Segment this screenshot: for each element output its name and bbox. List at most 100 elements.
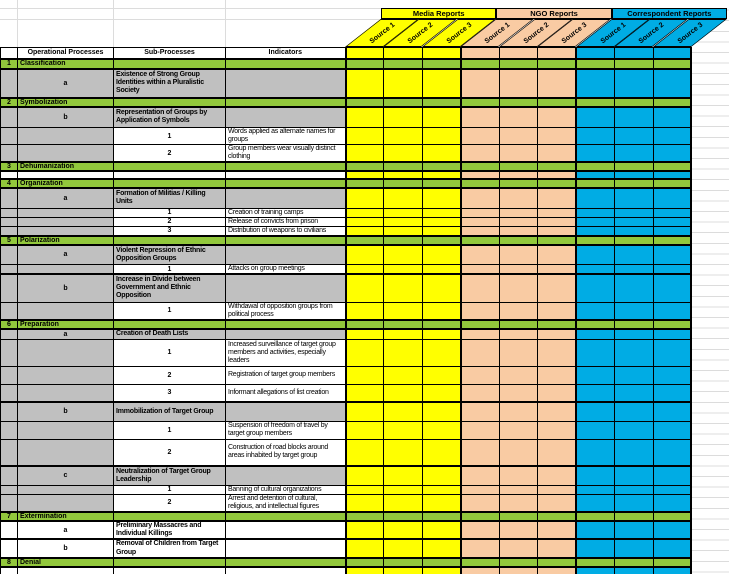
- source-data-cell[interactable]: [459, 127, 500, 145]
- source-data-cell[interactable]: [652, 161, 693, 172]
- source-data-cell[interactable]: [344, 187, 385, 209]
- indicator-cell[interactable]: [225, 566, 346, 574]
- source-data-cell[interactable]: [652, 438, 693, 467]
- source-data-cell[interactable]: [344, 178, 385, 189]
- source-data-cell[interactable]: [498, 484, 539, 495]
- source-data-cell[interactable]: [537, 511, 577, 522]
- source-data-cell[interactable]: [459, 493, 500, 513]
- row-number-cell[interactable]: [0, 105, 18, 128]
- source-data-cell[interactable]: [421, 178, 462, 189]
- column-header-1[interactable]: Operational Processes: [17, 47, 114, 59]
- source-data-cell[interactable]: [344, 243, 385, 265]
- indicator-cell[interactable]: [225, 519, 346, 540]
- subprocess-letter-cell[interactable]: b: [17, 538, 114, 559]
- process-name-cell[interactable]: Dehumanization: [17, 161, 114, 172]
- source-data-cell[interactable]: [614, 127, 654, 145]
- source-data-cell[interactable]: [459, 67, 500, 98]
- source-data-cell[interactable]: [575, 438, 616, 467]
- source-data-cell[interactable]: [575, 338, 616, 367]
- source-data-cell[interactable]: [537, 170, 577, 180]
- source-data-cell[interactable]: [614, 243, 654, 265]
- subprocess-letter-cell[interactable]: b: [17, 273, 114, 303]
- source-data-cell[interactable]: [537, 96, 577, 108]
- source-data-cell[interactable]: [421, 67, 462, 98]
- source-data-cell[interactable]: [652, 338, 693, 367]
- source-data-cell[interactable]: [614, 401, 654, 422]
- source-data-cell[interactable]: [383, 484, 423, 495]
- indicator-cell[interactable]: [225, 538, 346, 559]
- row-number-cell[interactable]: [0, 328, 18, 340]
- indicator-number-cell[interactable]: 3: [113, 383, 226, 403]
- indicator-number-cell[interactable]: 1: [113, 301, 226, 321]
- indicator-cell[interactable]: [225, 67, 346, 98]
- row-number-cell[interactable]: [0, 187, 18, 209]
- source-data-cell[interactable]: [652, 301, 693, 321]
- source-data-cell[interactable]: [421, 57, 462, 70]
- source-data-cell[interactable]: [498, 144, 539, 163]
- process-cell[interactable]: [17, 144, 114, 163]
- source-data-cell[interactable]: [498, 178, 539, 189]
- source-data-cell[interactable]: [614, 187, 654, 209]
- source-data-cell[interactable]: [575, 465, 616, 486]
- source-data-cell[interactable]: [498, 57, 539, 70]
- source-data-cell[interactable]: [344, 465, 385, 486]
- subprocess-name-cell[interactable]: Creation of Death Lists: [113, 328, 226, 340]
- source-data-cell[interactable]: [498, 493, 539, 513]
- source-data-cell[interactable]: [459, 365, 500, 385]
- source-data-cell[interactable]: [421, 420, 462, 440]
- source-data-cell[interactable]: [344, 170, 385, 180]
- row-number-cell[interactable]: [0, 493, 18, 513]
- source-data-cell[interactable]: [575, 383, 616, 403]
- source-data-cell[interactable]: [652, 365, 693, 385]
- source-data-cell[interactable]: [537, 538, 577, 559]
- source-data-cell[interactable]: [537, 438, 577, 467]
- source-data-cell[interactable]: [652, 420, 693, 440]
- source-data-cell[interactable]: [652, 216, 693, 227]
- row-number-cell[interactable]: [0, 273, 18, 303]
- source-data-cell[interactable]: [344, 57, 385, 70]
- source-data-cell[interactable]: [459, 105, 500, 128]
- source-data-cell[interactable]: [575, 556, 616, 568]
- source-data-cell[interactable]: [652, 273, 693, 303]
- source-data-cell[interactable]: [383, 170, 423, 180]
- indicator-text-cell[interactable]: Registration of target group members: [225, 365, 346, 385]
- source-data-cell[interactable]: [498, 67, 539, 98]
- indicator-cell[interactable]: [225, 401, 346, 422]
- source-data-cell[interactable]: [498, 161, 539, 172]
- source-data-cell[interactable]: [459, 57, 500, 70]
- source-data-cell[interactable]: [383, 57, 423, 70]
- source-data-cell[interactable]: [537, 365, 577, 385]
- indicator-cell[interactable]: [225, 234, 346, 246]
- source-data-cell[interactable]: [383, 225, 423, 236]
- source-data-cell[interactable]: [614, 57, 654, 70]
- source-data-cell[interactable]: [537, 328, 577, 340]
- source-data-cell[interactable]: [614, 438, 654, 467]
- source-data-cell[interactable]: [614, 556, 654, 568]
- source-data-cell[interactable]: [421, 96, 462, 108]
- source-data-cell[interactable]: [537, 493, 577, 513]
- subprocess-cell[interactable]: [113, 96, 226, 108]
- source-data-cell[interactable]: [537, 178, 577, 189]
- source-data-cell[interactable]: [344, 493, 385, 513]
- source-data-cell[interactable]: [498, 338, 539, 367]
- source-data-cell[interactable]: [421, 465, 462, 486]
- source-data-cell[interactable]: [652, 538, 693, 559]
- source-data-cell[interactable]: [383, 365, 423, 385]
- source-data-cell[interactable]: [421, 383, 462, 403]
- source-data-cell[interactable]: [498, 319, 539, 330]
- source-data-cell[interactable]: [652, 328, 693, 340]
- source-data-cell[interactable]: [498, 519, 539, 540]
- source-data-cell[interactable]: [652, 127, 693, 145]
- indicator-number-cell[interactable]: 2: [113, 365, 226, 385]
- indicator-cell[interactable]: [225, 273, 346, 303]
- source-data-cell[interactable]: [498, 216, 539, 227]
- indicator-text-cell[interactable]: Creation of training camps: [225, 207, 346, 218]
- source-data-cell[interactable]: [344, 338, 385, 367]
- subprocess-letter-cell[interactable]: a: [17, 67, 114, 98]
- indicator-text-cell[interactable]: Banning of cultural organizations: [225, 484, 346, 495]
- row-number-cell[interactable]: 5: [0, 234, 18, 246]
- source-data-cell[interactable]: [421, 127, 462, 145]
- source-data-cell[interactable]: [498, 301, 539, 321]
- source-data-cell[interactable]: [537, 264, 577, 275]
- row-number-cell[interactable]: [0, 383, 18, 403]
